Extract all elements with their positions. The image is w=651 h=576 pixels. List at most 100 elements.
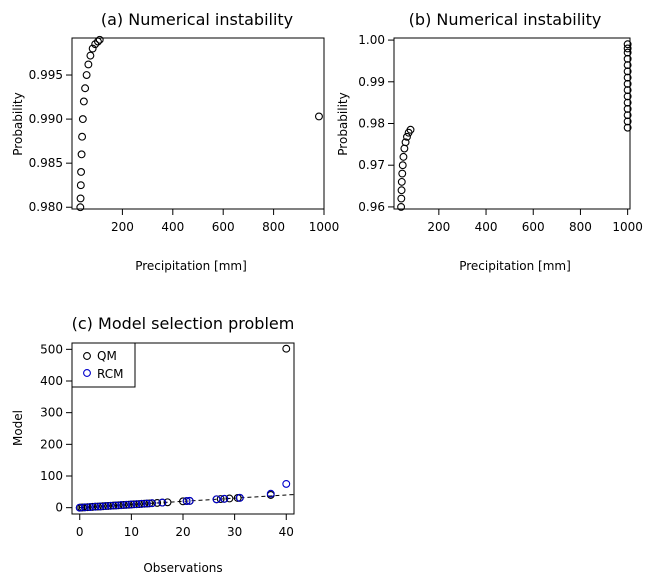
series-0-point	[95, 35, 104, 44]
x-tick-label: 400	[475, 220, 498, 234]
y-tick-label: 500	[40, 342, 63, 356]
qm-point	[163, 498, 172, 507]
series-0-point	[88, 44, 97, 53]
qm-point	[88, 502, 97, 511]
series-0-point	[94, 37, 102, 46]
rcm-point	[266, 489, 275, 498]
series-1-point	[623, 44, 632, 53]
panel-a-points	[76, 35, 323, 212]
x-tick-label: 20	[175, 525, 190, 539]
series-0-point	[401, 138, 410, 147]
rcm-point	[185, 496, 194, 505]
qm-point	[119, 501, 128, 509]
rcm-point	[142, 499, 151, 508]
qm-point	[135, 500, 144, 508]
series-0-point	[76, 203, 85, 212]
legend-rcm-marker	[83, 369, 91, 377]
series-1-point	[315, 112, 323, 121]
y-tick-label: 300	[40, 406, 63, 420]
y-tick-label: 400	[40, 374, 63, 388]
series-0-point	[77, 150, 86, 159]
qm-point	[109, 501, 118, 510]
panel-c-y-axis: 0 100 200 300 400 500	[40, 342, 72, 515]
panel-c-x-label: Observations	[143, 561, 222, 575]
series-0-point	[86, 51, 95, 60]
panel-c-points	[75, 344, 291, 512]
y-tick-label: 0.995	[29, 68, 63, 82]
qm-point	[225, 494, 234, 503]
x-tick-label: 600	[212, 220, 235, 234]
legend-qm-label: QM	[97, 349, 117, 363]
series-0-point	[397, 177, 406, 186]
rcm-point	[182, 497, 191, 505]
panel-a-plot-frame	[71, 37, 325, 210]
panel-b: (b) Numerical instability 200 400 600 800 10…	[336, 10, 643, 273]
panel-b-x-label: Precipitation [mm]	[459, 259, 571, 273]
qm-point	[124, 500, 133, 509]
panel-a: (a) Numerical instability 200 400 600 800 10…	[11, 10, 339, 273]
series-0-point	[76, 181, 85, 190]
rcm-point	[111, 501, 120, 510]
panel-a-y-label: Probability	[11, 92, 25, 155]
y-tick-label: 0.99	[358, 75, 385, 89]
y-tick-label: 0	[55, 501, 63, 515]
x-tick-label: 1000	[309, 220, 340, 234]
series-0-point	[397, 194, 406, 203]
legend-rcm-label: RCM	[97, 367, 123, 381]
rcm-point	[122, 500, 131, 509]
series-0-point	[406, 125, 415, 134]
qm-point	[93, 502, 102, 511]
rcm-point	[117, 501, 125, 510]
panel-a-title: (a) Numerical instability	[101, 10, 293, 29]
y-tick-label: 100	[40, 469, 63, 483]
x-tick-label: 10	[124, 525, 139, 539]
qm-point	[282, 344, 291, 353]
series-0-point	[78, 115, 87, 124]
rcm-point	[212, 495, 221, 504]
series-0-point	[76, 194, 85, 203]
panel-b-y-label: Probability	[336, 92, 350, 155]
series-1-point	[623, 48, 632, 57]
rcm-point	[158, 498, 167, 507]
rcm-point	[148, 499, 156, 508]
x-tick-label: 1000	[612, 220, 643, 234]
panel-b-y-axis: 0.96 0.97 0.98 0.99 1.00	[358, 33, 394, 214]
rcm-point	[132, 500, 141, 509]
y-tick-label: 200	[40, 437, 63, 451]
qm-point	[216, 495, 225, 503]
legend-qm-marker	[83, 352, 91, 360]
rcm-point	[137, 499, 146, 508]
series-0-point	[403, 132, 411, 141]
panel-c: (c) Model selection problem 0 10 20 30 40 0 1…	[11, 314, 295, 575]
qm-point	[104, 501, 113, 510]
y-tick-label: 0.985	[29, 156, 63, 170]
panel-a-x-label: Precipitation [mm]	[135, 259, 247, 273]
series-0-point	[79, 97, 88, 106]
legend-box	[71, 342, 136, 388]
series-0-point	[81, 84, 90, 93]
panel-a-x-axis: 200 400 600 800 1000	[111, 209, 339, 234]
qm-point	[153, 498, 162, 507]
rcm-point	[106, 501, 115, 510]
y-tick-label: 1.00	[358, 33, 385, 47]
x-tick-label: 800	[262, 220, 285, 234]
panel-b-x-axis: 200 400 600 800 1000	[427, 209, 643, 234]
panel-c-title: (c) Model selection problem	[72, 314, 295, 333]
x-tick-label: 40	[279, 525, 294, 539]
x-tick-label: 600	[522, 220, 545, 234]
rcm-point	[235, 493, 244, 502]
panel-c-x-axis: 0 10 20 30 40	[76, 514, 294, 539]
series-0-point	[77, 168, 86, 176]
rcm-point	[101, 502, 110, 511]
y-tick-label: 0.980	[29, 200, 63, 214]
rcm-point	[91, 502, 100, 511]
series-0-point	[78, 132, 87, 141]
y-tick-label: 0.98	[358, 117, 385, 131]
panel-b-plot-frame	[393, 37, 631, 210]
x-tick-label: 800	[569, 220, 592, 234]
series-0-point	[397, 202, 406, 211]
series-1-point	[623, 40, 632, 49]
rcm-point	[127, 500, 136, 509]
panel-c-legend: QM RCM	[71, 342, 136, 388]
rcm-point	[80, 503, 89, 512]
